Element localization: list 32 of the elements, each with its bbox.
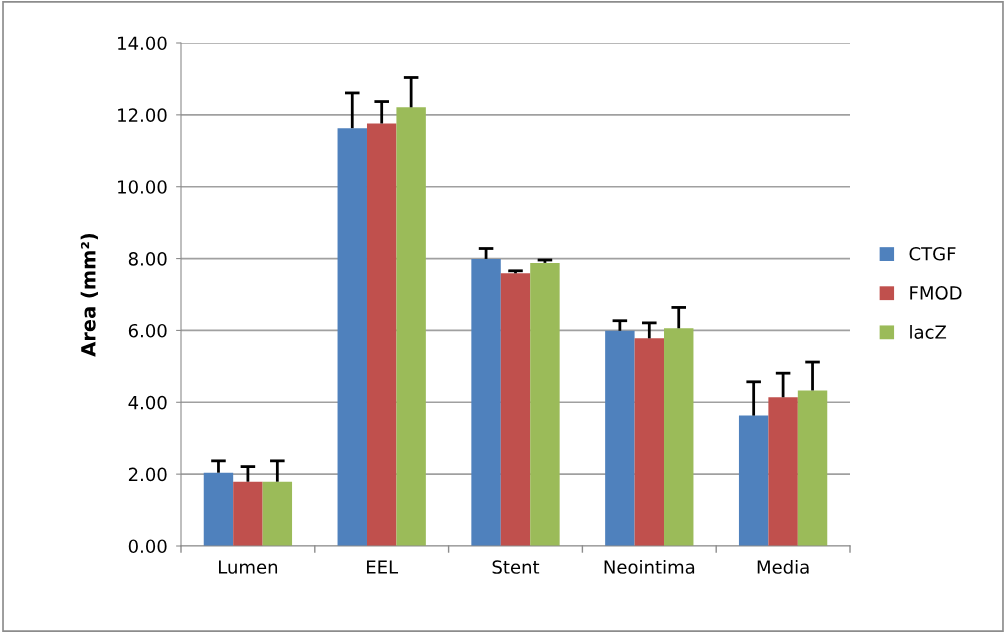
- y-axis-title: Area (mm²): [80, 233, 98, 357]
- bar: [337, 128, 367, 546]
- y-tick-label: 14.00: [118, 36, 167, 51]
- bar: [262, 481, 293, 546]
- legend-label: FMOD: [910, 286, 962, 300]
- x-tick-label: Stent: [492, 560, 540, 574]
- y-tick-label: 10.00: [118, 180, 167, 194]
- x-tick-label: Lumen: [219, 560, 278, 574]
- y-tick-label: 0.00: [128, 539, 167, 554]
- bar: [634, 338, 665, 546]
- x-tick-label: Neointima: [604, 559, 695, 574]
- x-tick-label: Media: [757, 559, 809, 574]
- bar: [233, 481, 263, 546]
- legend-label: CTGF: [909, 246, 956, 261]
- bar: [530, 262, 560, 546]
- bar: [797, 390, 828, 546]
- y-tick-label: 6.00: [128, 323, 167, 338]
- y-tick-label: 8.00: [128, 252, 167, 266]
- x-tick-label: EEL: [367, 560, 399, 574]
- bar: [471, 258, 501, 546]
- bar: [768, 397, 798, 546]
- y-tick-label: 4.00: [128, 395, 167, 410]
- bar: [366, 123, 397, 546]
- y-tick-label: 2.00: [128, 467, 167, 482]
- bar: [203, 472, 234, 546]
- bar: [664, 328, 694, 546]
- bar: [605, 330, 635, 546]
- legend-label: lacZ: [910, 324, 947, 339]
- bar: [738, 415, 769, 546]
- bar: [396, 107, 426, 546]
- bar: [500, 273, 531, 546]
- y-tick-label: 12.00: [118, 108, 167, 122]
